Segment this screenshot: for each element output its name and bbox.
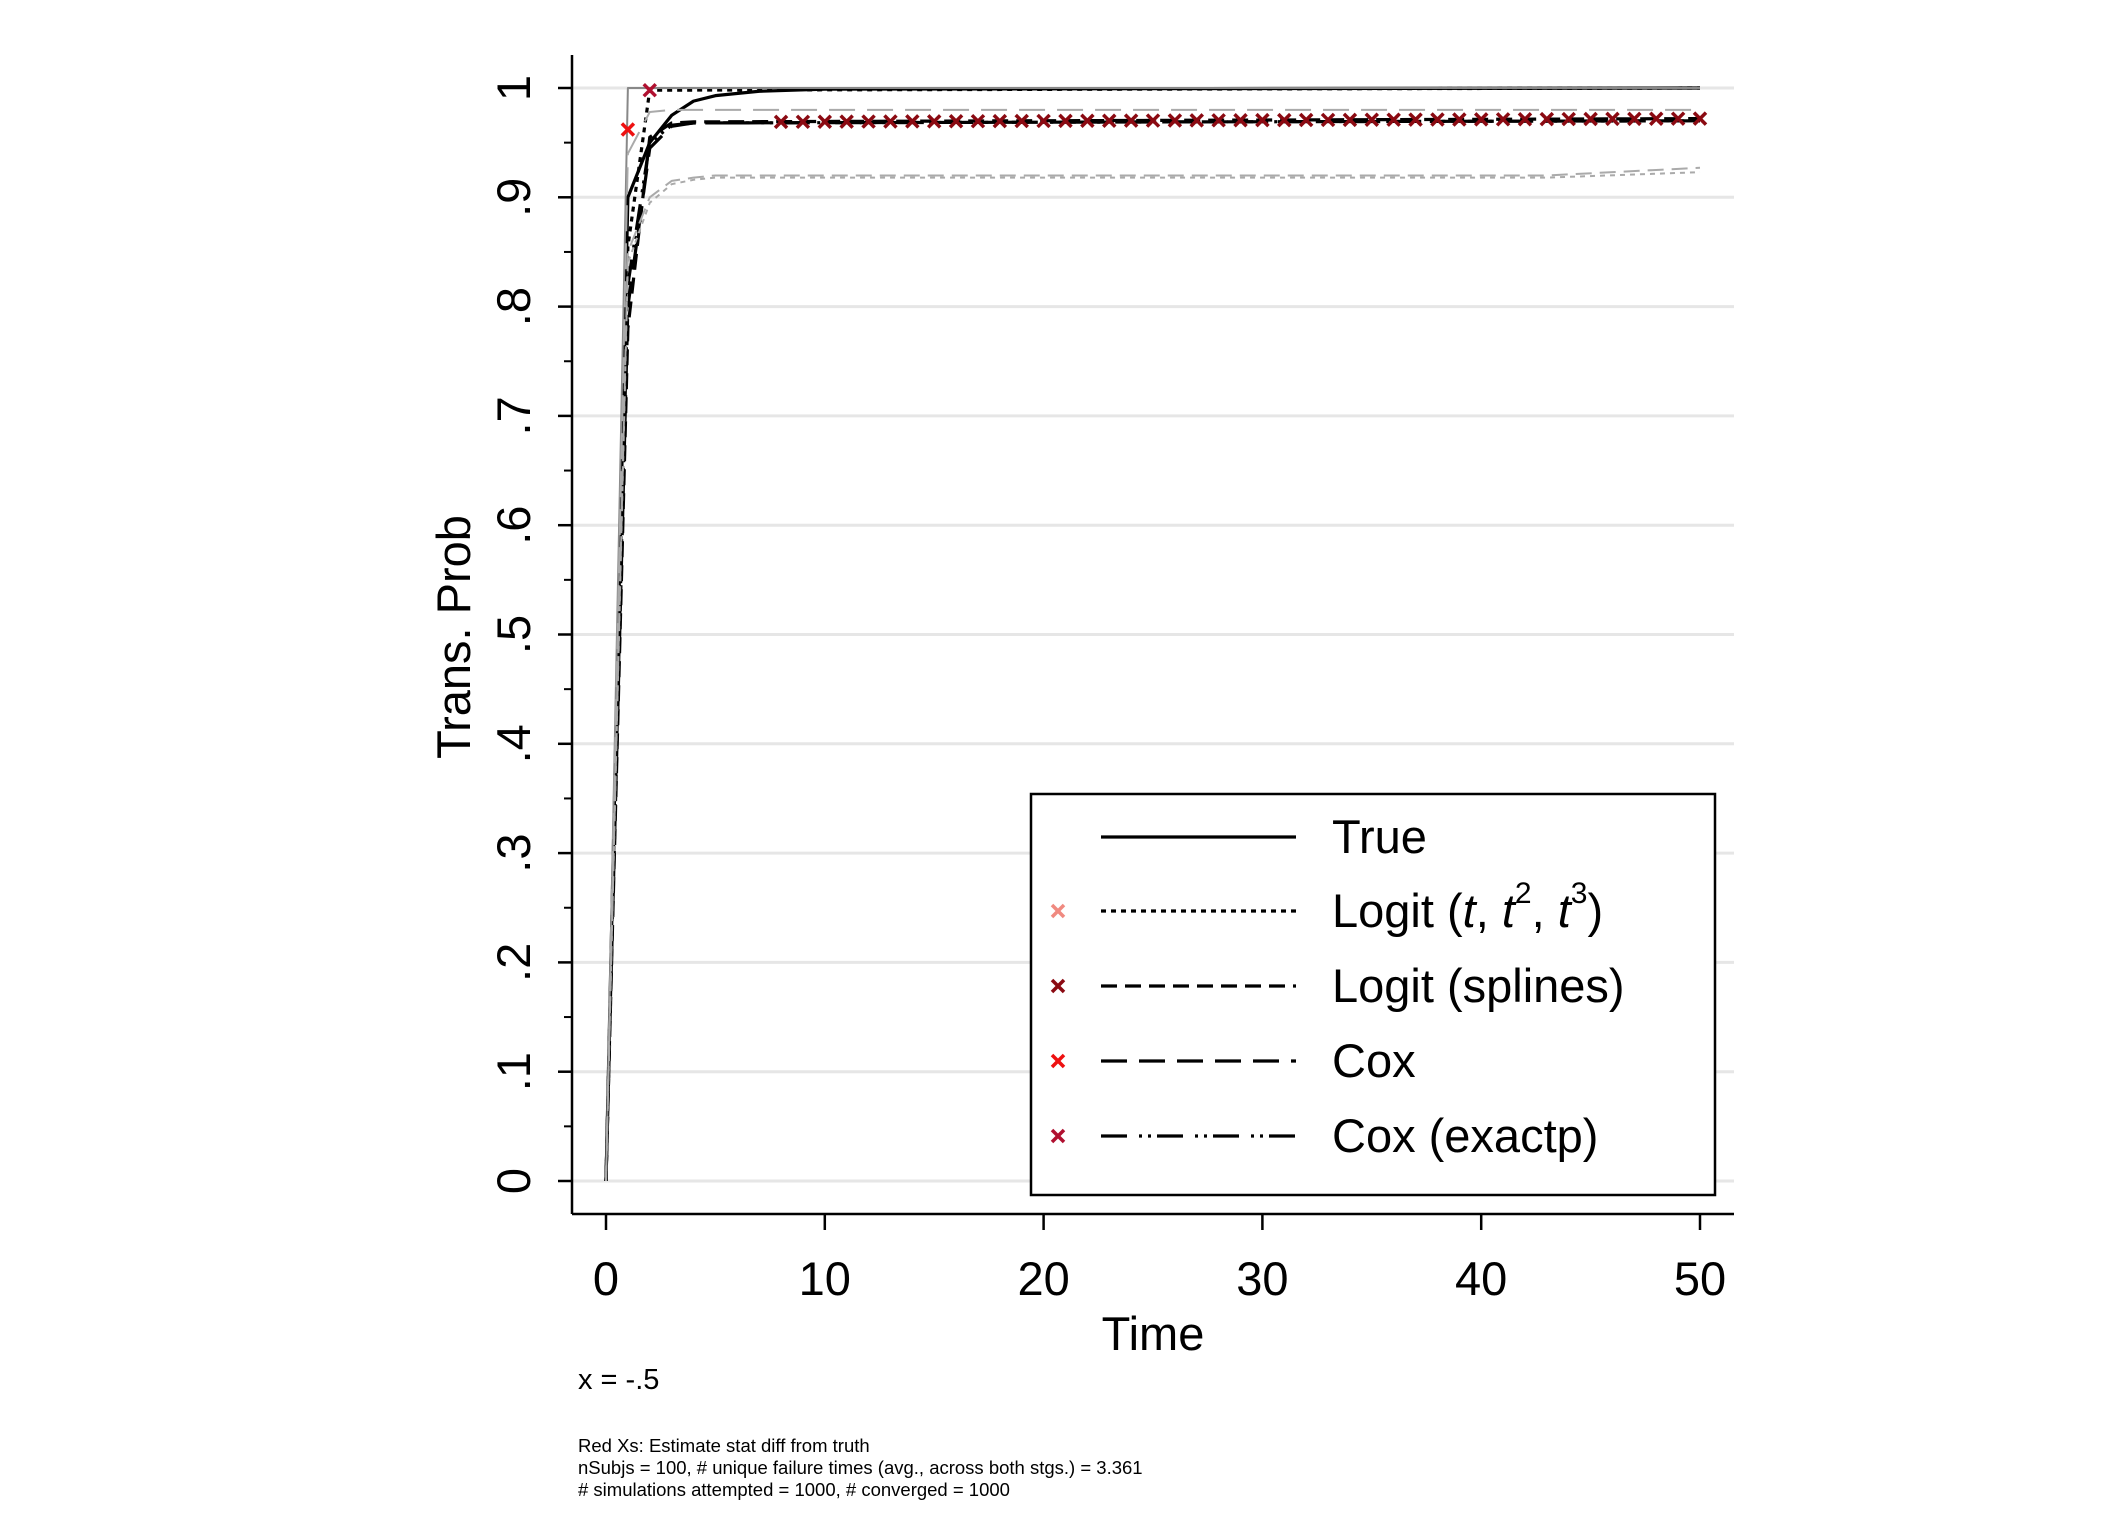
legend-box	[1029, 792, 1717, 1197]
red-x-marker	[773, 114, 789, 130]
x-tick-label: 40	[1455, 1252, 1507, 1305]
red-x-marker	[861, 114, 876, 129]
red-x-marker	[1670, 111, 1686, 126]
red-x-marker	[1036, 113, 1051, 129]
legend-label: True	[1332, 810, 1427, 863]
red-x-marker	[1495, 112, 1511, 127]
red-x-marker	[839, 114, 854, 129]
red-x-marker	[1145, 113, 1161, 128]
red-x-marker	[926, 114, 942, 129]
x-tick-label: 20	[1017, 1252, 1069, 1305]
series-lines	[604, 86, 1701, 1182]
red-x-marker	[1539, 111, 1555, 127]
note-line-1: Red Xs: Estimate stat diff from truth	[578, 1435, 870, 1456]
series-line-7	[605, 108, 1700, 1182]
red-x-marker	[1627, 111, 1642, 127]
red-x-marker	[1430, 112, 1445, 127]
red-x-marker	[1233, 113, 1248, 128]
legend-marker	[1050, 1128, 1066, 1144]
legend-label: Cox	[1332, 1034, 1416, 1087]
legend-marker	[1050, 903, 1066, 919]
red-x-marker	[1692, 111, 1708, 126]
x-axis-label: Time	[1102, 1307, 1205, 1360]
red-x-marker	[1167, 113, 1183, 128]
red-x-marker	[1517, 111, 1533, 127]
red-x-marker	[817, 114, 833, 129]
note-line-2: nSubjs = 100, # unique failure times (av…	[578, 1457, 1143, 1478]
x-tick-label: 30	[1236, 1252, 1288, 1305]
red-x-marker	[1058, 113, 1073, 129]
red-x-marker	[1605, 111, 1620, 127]
red-x-marker	[1561, 111, 1576, 127]
red-x-marker	[1364, 112, 1380, 128]
subtitle: x = -.5	[578, 1364, 660, 1396]
y-tick-label: .4	[487, 724, 540, 763]
y-tick-label: .3	[487, 833, 540, 872]
red-x-marker	[1386, 112, 1401, 127]
y-tick-label: 1	[487, 75, 540, 101]
series-line-2	[604, 86, 1701, 1182]
red-x-marker	[1277, 112, 1292, 128]
red-x-marker	[1211, 113, 1226, 128]
red-x-marker	[1255, 112, 1270, 128]
series-line-1	[604, 86, 1701, 1182]
y-tick-label: .9	[487, 178, 540, 217]
legend: True Logit (t, t2, t3) Logit (splines) Cox C…	[1029, 792, 1717, 1197]
x-ticks: 0 10 20 30 40 50	[593, 1214, 1726, 1305]
red-x-marker	[1452, 112, 1467, 127]
red-x-marker	[883, 114, 898, 129]
red-x-marker	[1189, 113, 1204, 128]
y-tick-label: .7	[487, 396, 540, 435]
red-x-marker	[1014, 113, 1029, 129]
red-x-marker	[1408, 112, 1423, 127]
red-x-marker	[992, 113, 1008, 129]
legend-marker	[1050, 978, 1066, 994]
red-x-marker	[948, 114, 964, 129]
red-x-marker	[1342, 112, 1358, 128]
red-x-marker	[1473, 112, 1489, 127]
x-tick-label: 0	[593, 1252, 619, 1305]
y-tick-label: .1	[487, 1052, 540, 1091]
red-x-marker	[1320, 112, 1336, 128]
y-tick-label: .5	[487, 615, 540, 654]
series-line-8	[605, 166, 1701, 1182]
red-x-marker	[905, 114, 920, 129]
red-x-marker	[970, 113, 986, 129]
y-tick-label: .6	[487, 506, 540, 545]
red-x-marker	[795, 114, 811, 130]
y-ticks: 0 .1 .2 .3 .4 .5 .6 .7 .8 .9 1	[487, 75, 572, 1194]
x-tick-label: 50	[1674, 1252, 1726, 1305]
legend-label: Logit (t, t2, t3)	[1332, 877, 1603, 937]
legend-label: Logit (splines)	[1332, 959, 1625, 1012]
series-line-9	[605, 171, 1701, 1182]
red-x-markers	[620, 82, 1708, 137]
red-x-marker	[1649, 111, 1664, 126]
legend-label: Cox (exactp)	[1332, 1109, 1598, 1162]
red-x-marker	[642, 82, 657, 98]
y-tick-label: .8	[487, 287, 540, 326]
y-axis-label: Trans. Prob	[427, 515, 480, 759]
red-x-marker	[1123, 113, 1139, 128]
note-line-3: # simulations attempted = 1000, # conver…	[578, 1479, 1010, 1500]
red-x-marker	[1298, 112, 1314, 128]
y-tick-label: .2	[487, 943, 540, 982]
red-x-marker	[620, 122, 636, 137]
x-tick-label: 10	[799, 1252, 851, 1305]
red-x-marker	[1102, 113, 1117, 128]
legend-marker	[1050, 1053, 1066, 1069]
red-x-marker	[1080, 113, 1095, 129]
y-tick-label: 0	[487, 1168, 540, 1194]
red-x-marker	[1583, 111, 1598, 127]
